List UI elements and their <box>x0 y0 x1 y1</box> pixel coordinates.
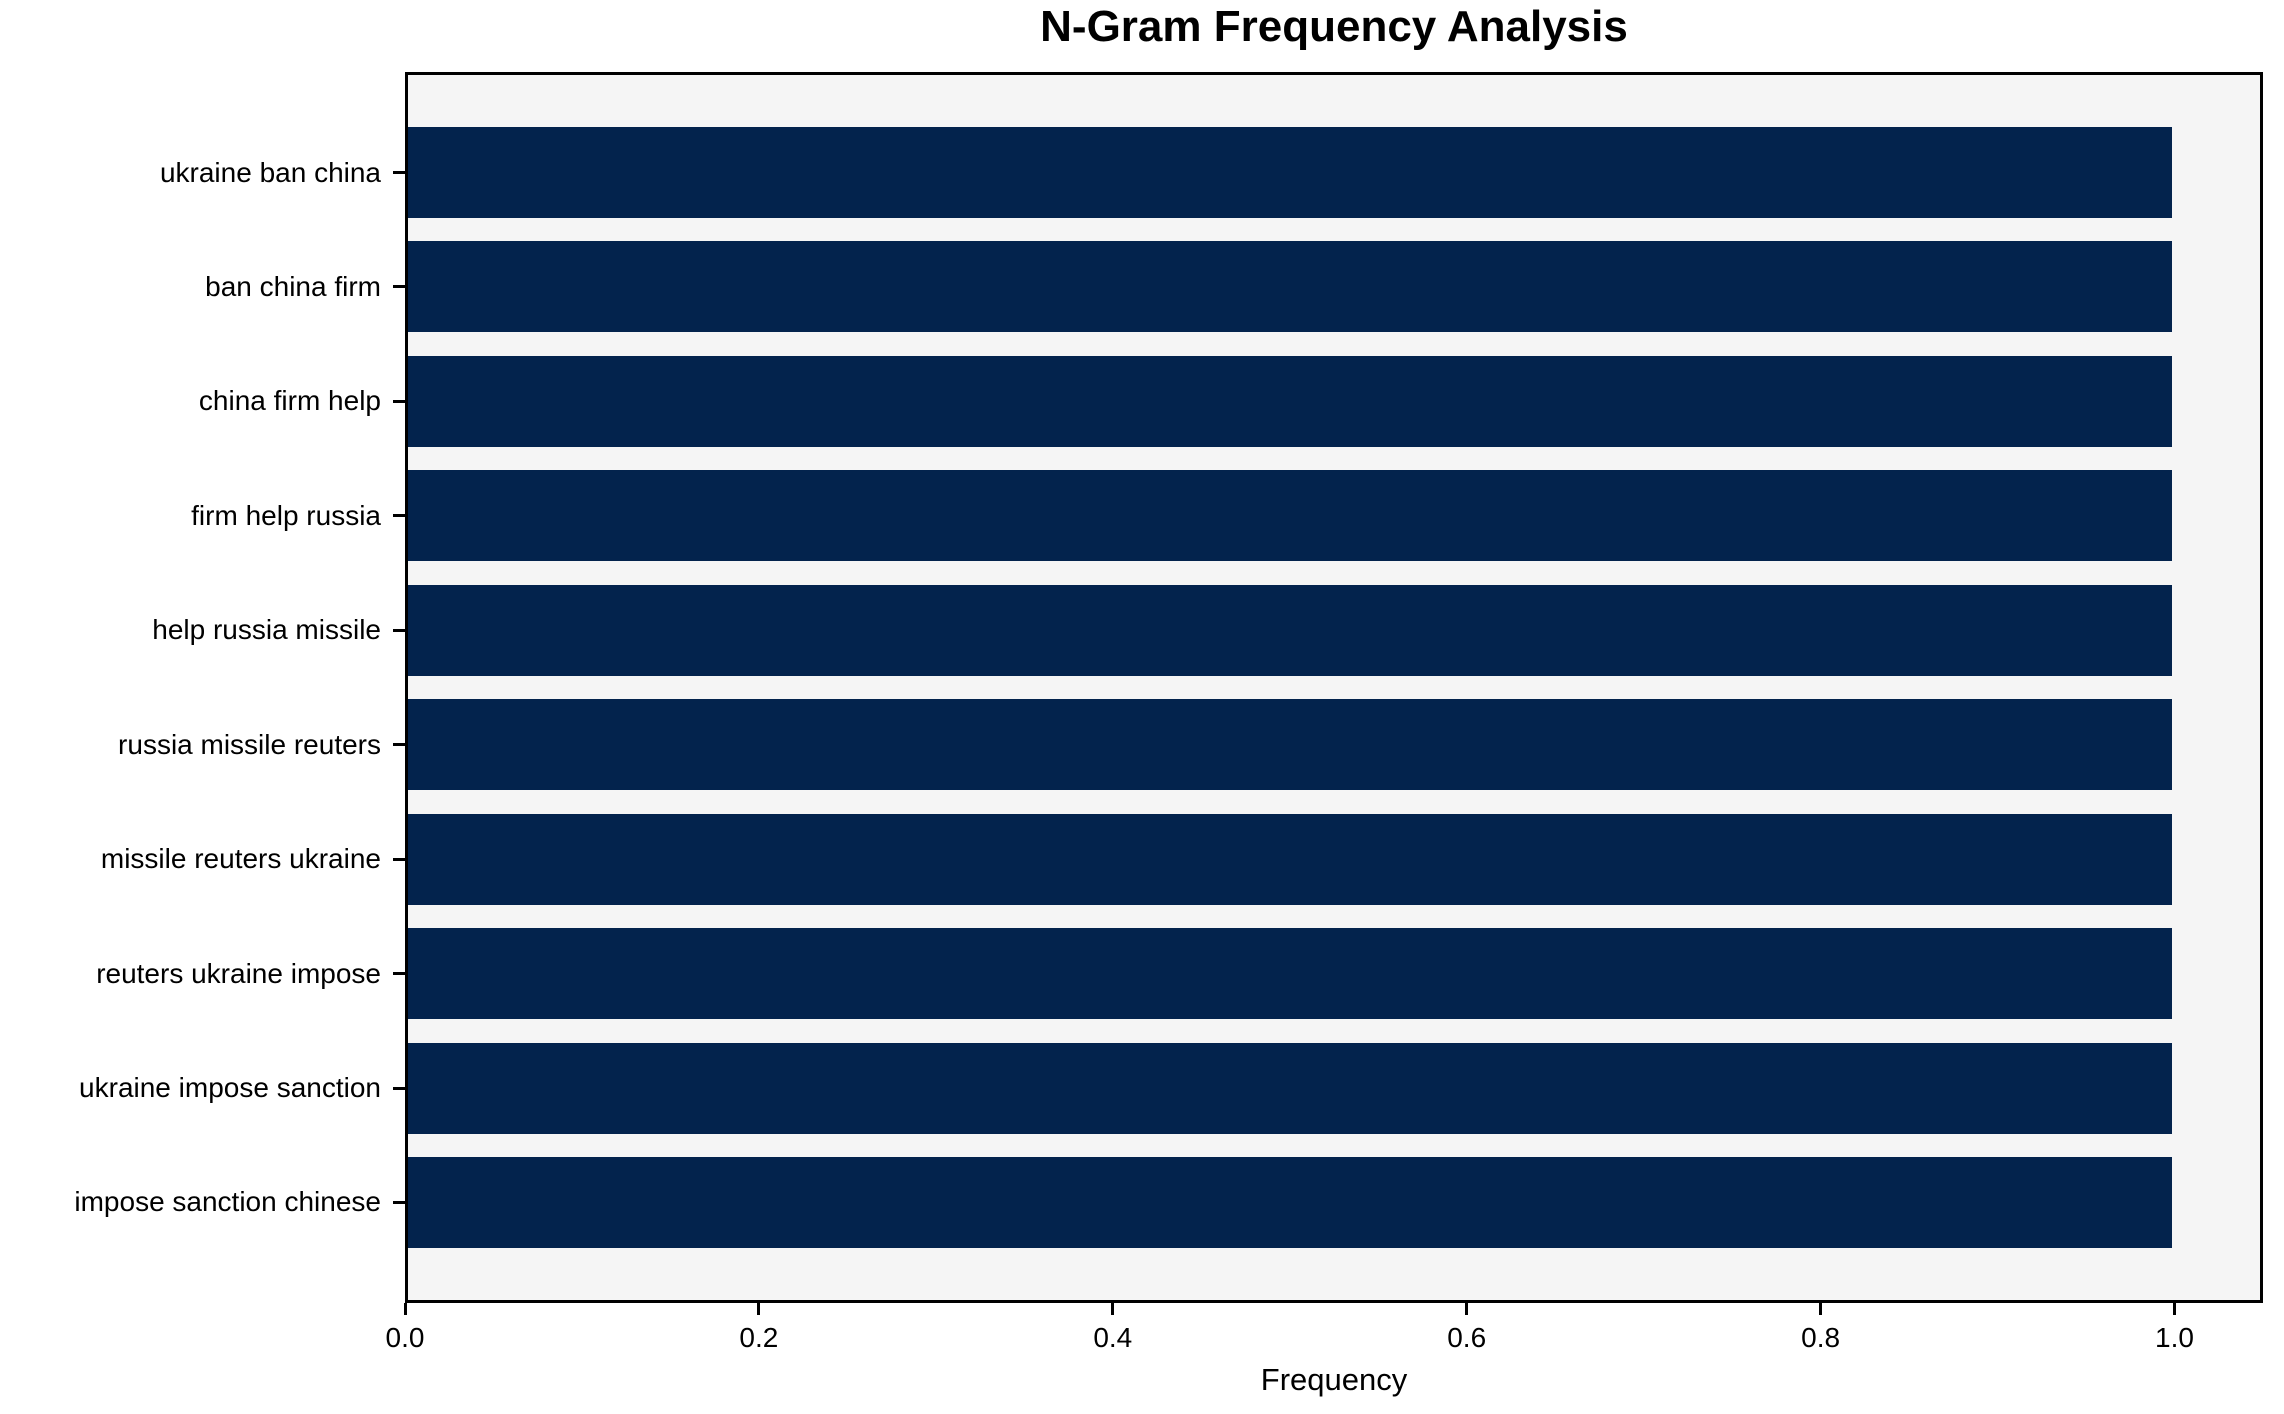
x-tick-label: 1.0 <box>2155 1322 2194 1353</box>
y-tick-label: impose sanction chinese <box>74 1186 381 1218</box>
y-tick-mark <box>393 399 405 403</box>
y-tick-mark <box>393 743 405 747</box>
y-tick-mark <box>393 1086 405 1090</box>
y-tick-label: china firm help <box>198 385 381 417</box>
y-tick-mark <box>393 628 405 632</box>
y-tick-label: ukraine impose sanction <box>79 1072 381 1104</box>
x-tick-label: 0.2 <box>739 1322 779 1353</box>
x-tick-mark <box>757 1303 761 1315</box>
x-tick-mark <box>1465 1303 1469 1315</box>
y-tick-label: missile reuters ukraine <box>100 843 381 875</box>
chart-title: N-Gram Frequency Analysis <box>1040 2 1628 51</box>
bar <box>408 241 2172 333</box>
bar <box>408 1042 2172 1134</box>
x-tick-mark <box>1111 1303 1115 1315</box>
x-tick-mark <box>2173 1303 2177 1315</box>
y-tick-label: russia missile reuters <box>118 728 381 760</box>
bar <box>408 928 2172 1020</box>
y-tick-label: help russia missile <box>152 614 381 646</box>
x-tick-label: 0.4 <box>1093 1322 1133 1353</box>
y-tick-label: firm help russia <box>191 499 381 531</box>
bar <box>408 813 2172 905</box>
plot-area <box>405 72 2263 1303</box>
bar <box>408 1156 2172 1248</box>
x-tick-label: 0.8 <box>1801 1322 1841 1353</box>
x-tick-mark <box>1819 1303 1823 1315</box>
y-tick-mark <box>393 1200 405 1204</box>
y-tick-mark <box>393 285 405 289</box>
x-tick-label: 0.6 <box>1447 1322 1487 1353</box>
y-tick-label: ban china firm <box>205 270 381 302</box>
y-tick-mark <box>393 857 405 861</box>
y-tick-mark <box>393 514 405 518</box>
bar <box>408 699 2172 791</box>
bar <box>408 355 2172 447</box>
bar <box>408 584 2172 676</box>
y-tick-label: reuters ukraine impose <box>96 957 381 989</box>
bar <box>408 470 2172 562</box>
x-tick-label: 0.0 <box>385 1322 425 1353</box>
x-tick-mark <box>403 1303 407 1315</box>
x-axis-label: Frequency <box>1260 1362 1408 1397</box>
y-tick-mark <box>393 171 405 174</box>
y-tick-mark <box>393 972 405 976</box>
bar <box>408 127 2172 218</box>
y-tick-label: ukraine ban china <box>159 156 381 188</box>
